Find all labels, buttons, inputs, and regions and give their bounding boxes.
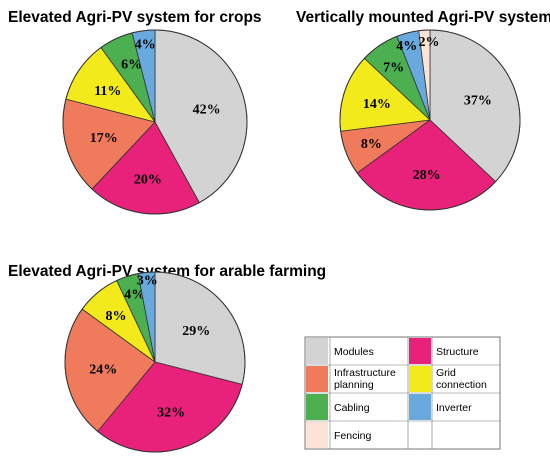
slice-label-modules: 37% [464,93,492,108]
legend: Modules Structure Infrastructure planning Gr… [304,336,501,450]
legend-label-modules: Modules [334,346,374,358]
slice-label-cabling: 7% [383,60,404,75]
legend-swatch-modules [306,338,328,364]
pie-outline [62,29,248,215]
pie-chart-vertical: 37% 28% 8% 14% 7% 4% 2% [339,29,521,211]
legend-label-infrastructure-planning: Infrastructure planning [334,367,396,391]
slice-label-grid-connection: 8% [105,309,126,324]
slice-label-inverter: 3% [137,274,158,289]
chart-title-3: Elevated Agri-PV system for arable farmi… [8,263,326,280]
slice-label-infrastructure-planning: 17% [90,131,118,146]
slice-label-modules: 42% [193,103,221,118]
slice-label-modules: 29% [182,324,210,339]
chart-title-2: Vertically mounted Agri-PV system [296,9,550,26]
slice-label-inverter: 4% [135,38,156,53]
chart-title-1: Elevated Agri-PV system for crops [8,9,262,26]
pie-chart-arable: 29% 32% 24% 8% 4%3% [64,271,246,453]
legend-label-cabling: Cabling [334,402,370,414]
pie-outline [339,29,521,211]
slice-label-grid-connection: 11% [94,84,121,99]
slice-label-grid-connection: 14% [363,97,391,112]
legend-swatch-structure [409,338,431,364]
slice-label-fencing: 2% [419,35,440,50]
slice-label-cabling: 4% [124,288,145,303]
legend-swatch-grid-connection [409,366,431,392]
legend-swatch-cabling [306,394,328,420]
pie-chart-crops: 42% 20% 17% 11%6% 4% [62,29,248,215]
slice-label-cabling: 6% [121,58,142,73]
legend-swatch-fencing [306,422,328,448]
legend-swatch-infrastructure-planning [306,366,328,392]
slice-label-structure: 20% [134,173,162,188]
legend-label-grid-connection: Grid connection [436,367,487,391]
legend-swatch-inverter [409,394,431,420]
slice-label-infrastructure-planning: 24% [89,363,117,378]
slice-label-inverter: 4% [396,39,417,54]
slice-label-infrastructure-planning: 8% [361,137,382,152]
slice-label-structure: 28% [413,168,441,183]
pie-outline [64,271,246,453]
legend-label-structure: Structure [436,346,479,358]
legend-label-inverter: Inverter [436,402,472,414]
slice-label-structure: 32% [157,406,185,421]
legend-label-fencing: Fencing [334,430,372,442]
